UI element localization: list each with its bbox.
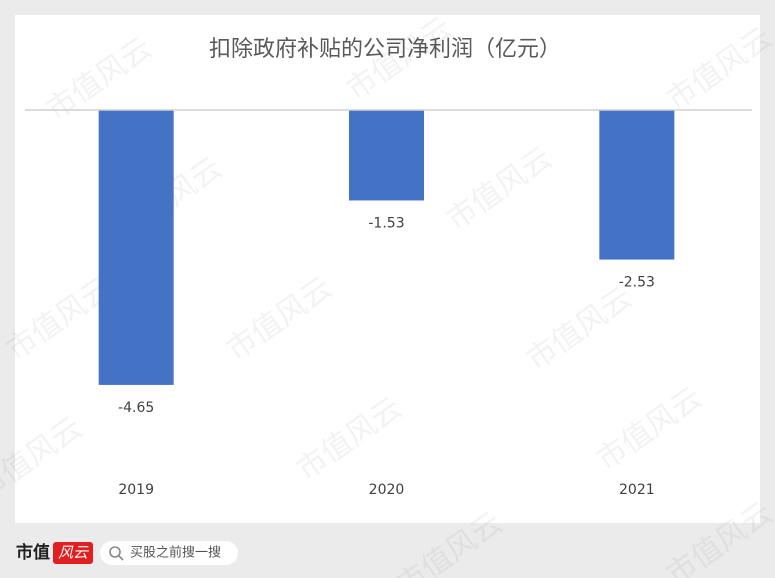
x-tick-label: 2021 [619,482,655,498]
bar [599,110,675,260]
bar [349,110,424,201]
chart-title: 扣除政府补贴的公司净利润（亿元） [209,37,561,62]
x-tick-label: 2019 [118,482,154,498]
search-box[interactable] [100,541,238,565]
logo-right: 风云 [58,544,89,562]
data-label: -4.65 [118,400,154,416]
bar [98,110,174,385]
data-label: -2.53 [619,275,655,291]
logo-box [53,542,93,564]
footer: 市值 风云 买股之前搜一搜 [16,541,238,565]
logo-left: 市值 [16,542,50,563]
search-icon [109,546,121,558]
search-icon-handle [118,555,124,561]
search-placeholder: 买股之前搜一搜 [130,545,221,561]
x-tick-label: 2020 [369,482,405,498]
data-label: -1.53 [368,215,404,231]
